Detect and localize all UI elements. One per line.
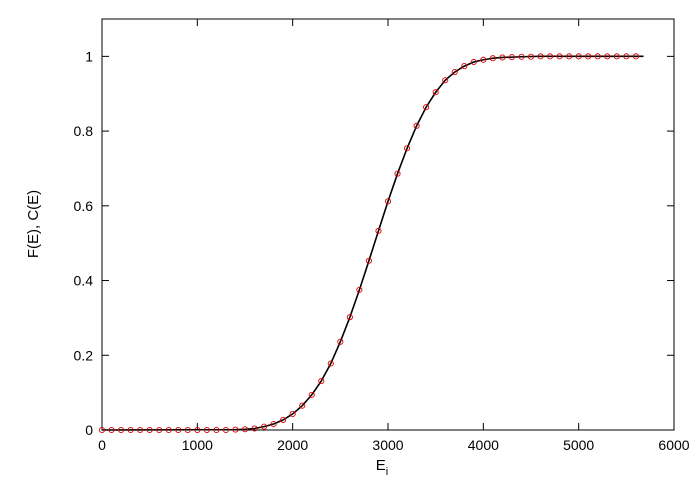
data-point-marker	[527, 53, 535, 60]
series-markers	[98, 53, 639, 434]
y-tick-label: 0	[85, 422, 93, 438]
data-point-marker	[623, 53, 630, 60]
data-point-marker	[404, 145, 411, 152]
x-axis-label: Ei	[376, 457, 388, 478]
data-point-marker	[442, 77, 449, 84]
plot-frame	[101, 18, 675, 431]
data-point-marker	[194, 426, 201, 434]
y-tick-label: 1	[85, 48, 93, 64]
x-axis-label-main: E	[376, 457, 386, 474]
data-point-marker	[432, 89, 439, 96]
data-point-marker	[222, 426, 229, 434]
data-point-marker	[632, 53, 639, 60]
data-point-marker	[489, 55, 496, 62]
data-point-marker	[299, 402, 306, 409]
data-point-marker	[337, 338, 344, 345]
data-point-marker	[585, 53, 592, 60]
data-point-marker	[175, 426, 182, 434]
y-tick-label: 0.2	[74, 347, 94, 363]
data-point-marker	[375, 227, 382, 234]
x-tick-label: 6000	[658, 437, 689, 453]
data-point-marker	[108, 426, 115, 434]
data-point-marker	[165, 426, 172, 434]
data-point-marker	[365, 257, 372, 264]
data-point-marker	[413, 122, 420, 129]
data-point-marker	[289, 410, 296, 417]
data-point-marker	[118, 426, 125, 434]
data-point-marker	[213, 426, 220, 434]
data-point-marker	[451, 69, 458, 76]
data-point-marker	[156, 426, 163, 434]
series-lines	[101, 55, 644, 431]
x-tick-label: 2000	[277, 437, 308, 453]
data-point-marker	[518, 53, 525, 60]
data-point-marker	[184, 426, 191, 434]
data-point-marker	[556, 53, 563, 60]
data-point-marker	[575, 53, 582, 60]
tick-labels: 0 1000 2000 3000 4000 5000 6000 0 0.2 0.4 0.6 0.8 1	[74, 48, 690, 453]
data-point-marker	[203, 426, 210, 434]
data-point-marker	[146, 426, 153, 434]
axis-ticks	[101, 19, 675, 431]
x-axis-label-subscript: i	[386, 466, 388, 478]
x-tick-label: 5000	[563, 437, 594, 453]
data-point-marker	[499, 54, 506, 61]
data-point-marker	[327, 360, 334, 367]
x-tick-label: 4000	[468, 437, 499, 453]
data-point-marker	[241, 426, 249, 433]
y-axis-label: F(E), C(E)	[25, 190, 42, 258]
x-tick-label: 1000	[182, 437, 213, 453]
data-point-marker	[270, 420, 277, 428]
data-point-marker	[251, 425, 258, 432]
data-point-marker	[537, 53, 544, 60]
data-point-marker	[384, 198, 392, 205]
data-point-marker	[604, 53, 611, 60]
data-point-marker	[508, 54, 515, 61]
data-point-marker	[137, 426, 144, 434]
data-point-marker	[346, 314, 353, 321]
x-tick-label: 0	[98, 437, 106, 453]
data-point-marker	[232, 426, 239, 433]
data-point-marker	[308, 391, 315, 398]
data-point-marker	[423, 104, 430, 111]
data-point-marker	[480, 56, 487, 63]
y-tick-label: 0.8	[74, 123, 94, 139]
data-point-marker	[98, 426, 106, 434]
data-point-marker	[613, 53, 620, 60]
data-point-marker	[127, 426, 134, 434]
data-point-marker	[566, 53, 573, 60]
y-tick-label: 0.6	[74, 198, 94, 214]
data-point-marker	[594, 53, 601, 60]
y-tick-label: 0.4	[74, 273, 94, 289]
data-point-marker	[261, 423, 268, 430]
data-point-marker	[318, 377, 325, 385]
data-point-marker	[356, 286, 363, 293]
data-point-marker	[470, 58, 477, 66]
data-point-marker	[461, 63, 468, 70]
data-point-marker	[394, 170, 401, 177]
x-tick-label: 3000	[372, 437, 403, 453]
series-line	[101, 55, 644, 431]
data-point-marker	[280, 416, 287, 423]
data-point-marker	[547, 53, 554, 60]
